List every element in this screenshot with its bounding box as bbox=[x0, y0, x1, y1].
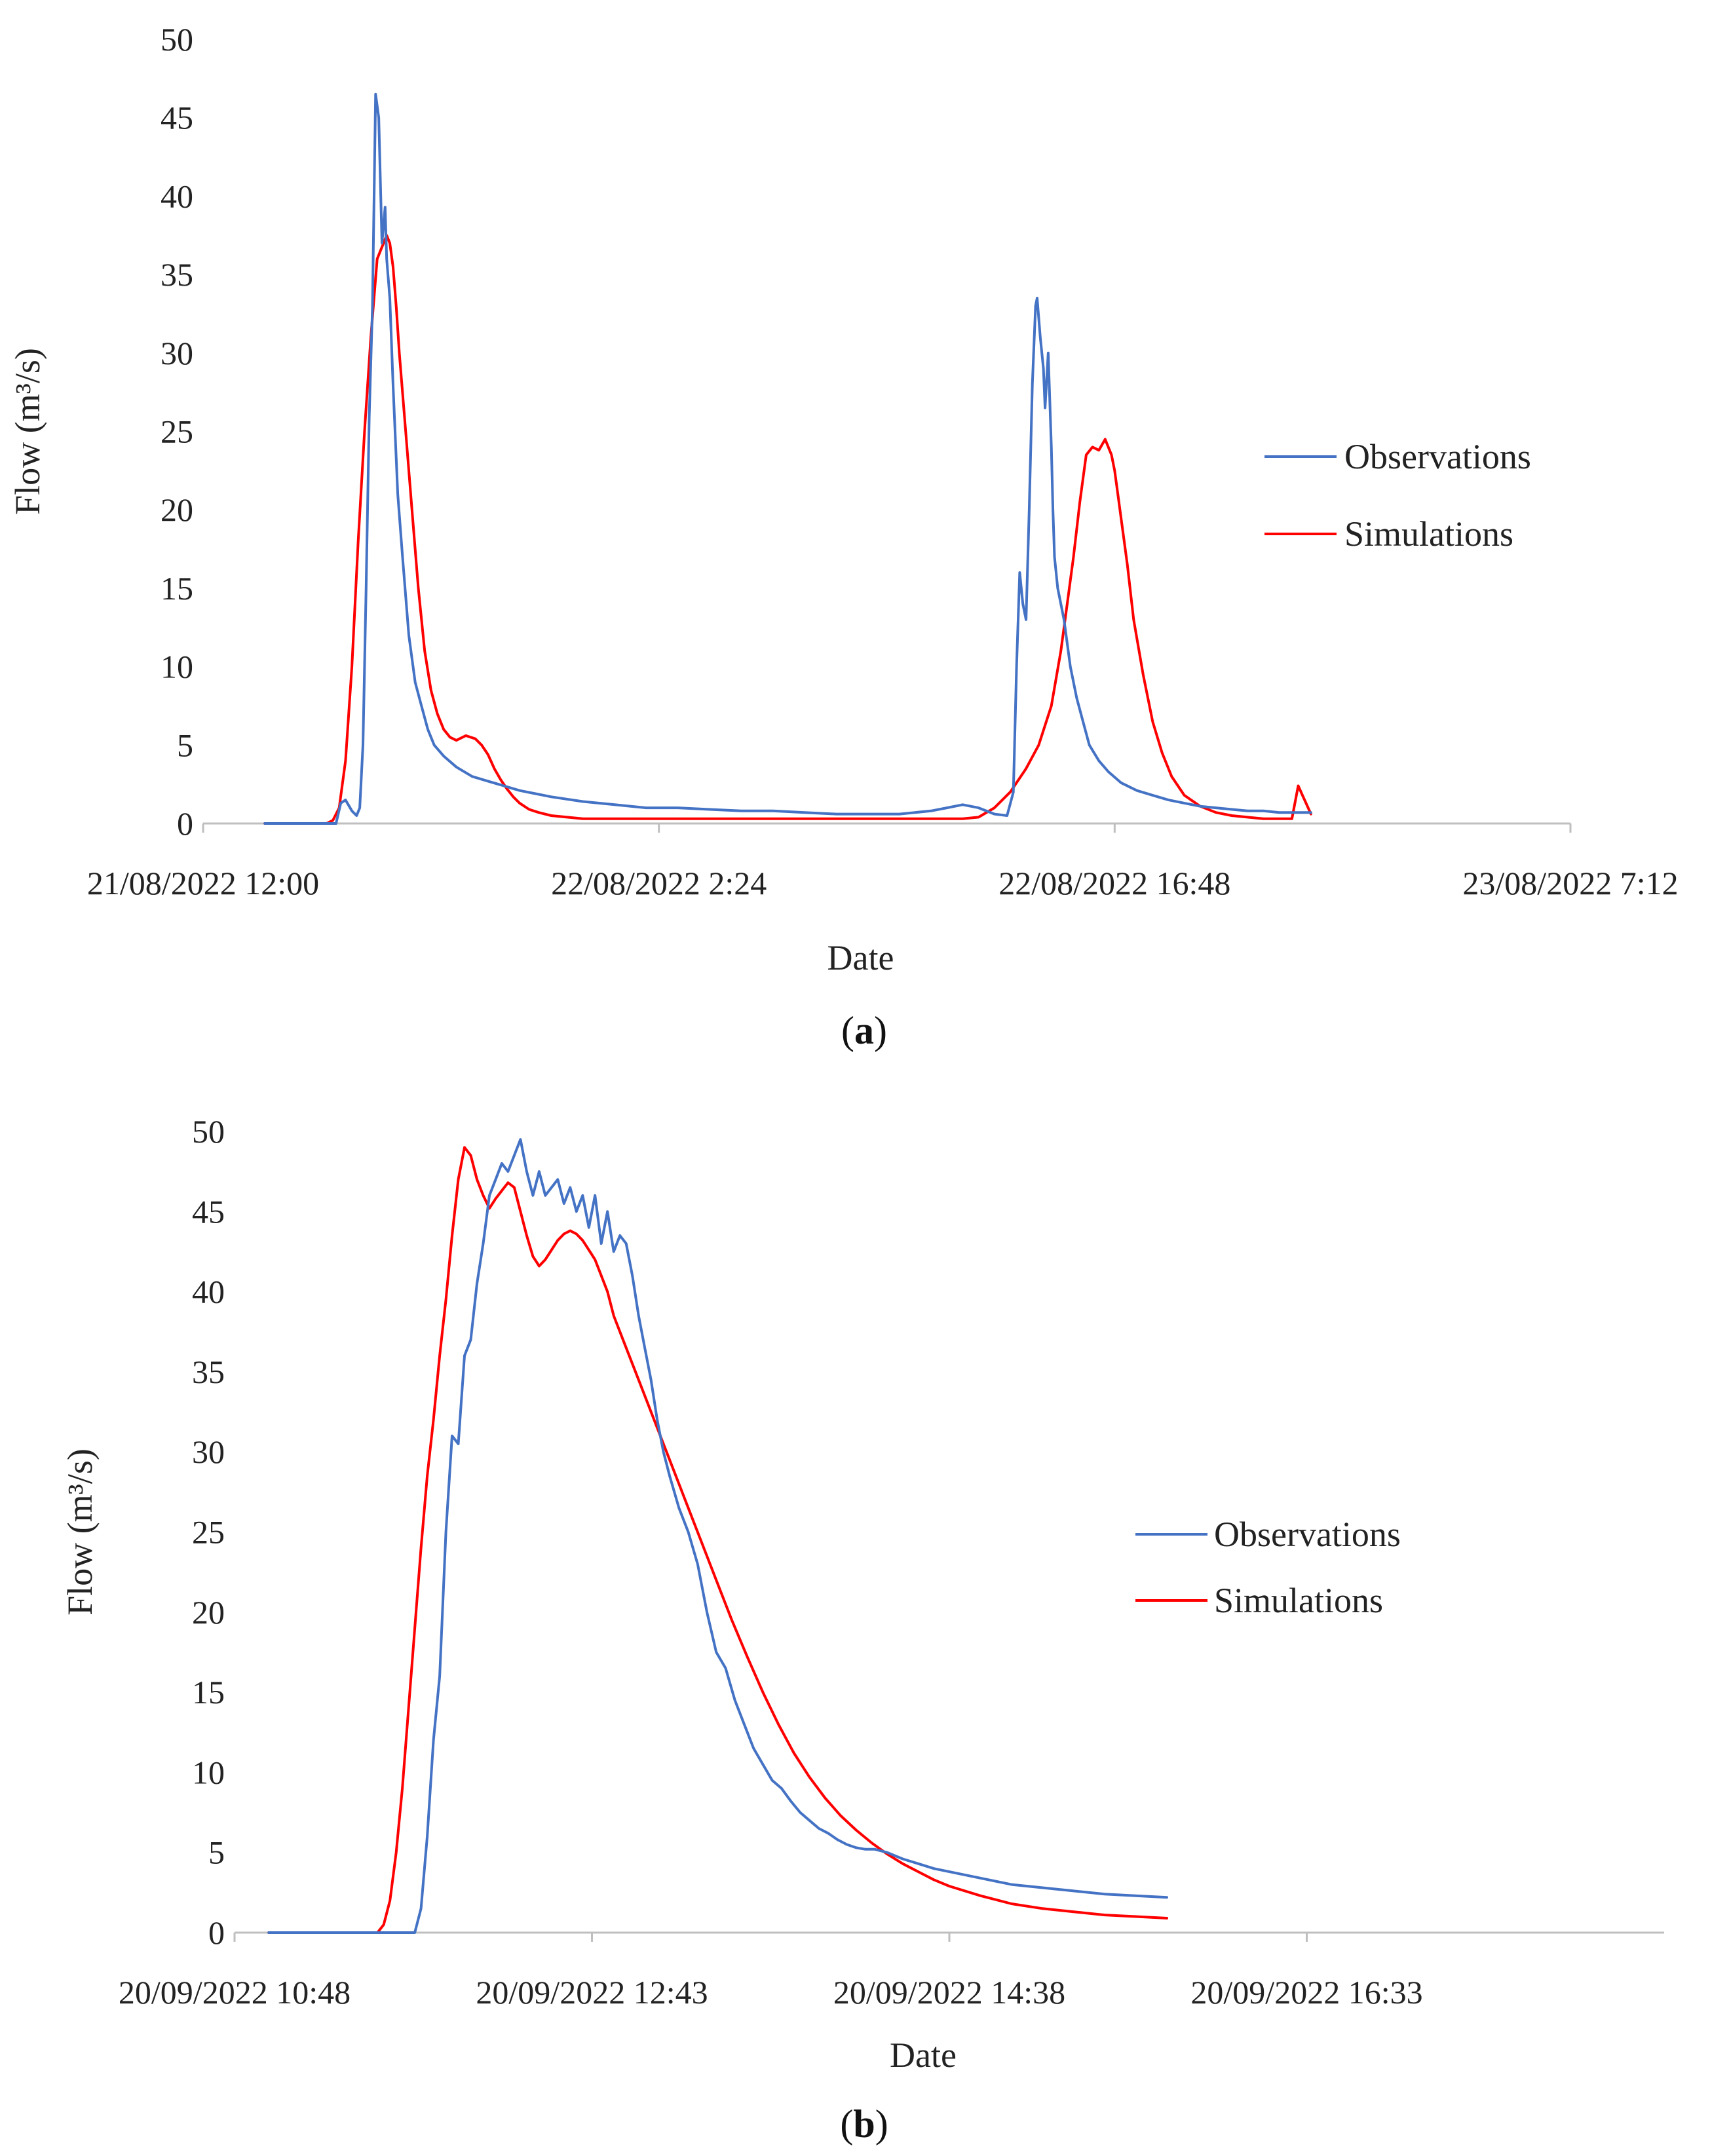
y-tick-label-a-2: 10 bbox=[161, 649, 193, 685]
panel-label-close-a: ) bbox=[874, 1009, 887, 1052]
y-tick-label-a-3: 15 bbox=[161, 570, 193, 607]
x-axis-title-b: Date bbox=[890, 2035, 957, 2075]
legend-label-observations-b: Observations bbox=[1214, 1515, 1401, 1554]
x-tick-label-b-1: 20/09/2022 12:43 bbox=[476, 1974, 708, 2011]
panel-label-letter-b: b bbox=[853, 2102, 875, 2146]
y-tick-label-b-2: 10 bbox=[192, 1754, 225, 1790]
y-tick-label-b-4: 20 bbox=[192, 1594, 225, 1631]
y-tick-label-a-10: 50 bbox=[161, 21, 193, 58]
x-tick-label-b-2: 20/09/2022 14:38 bbox=[833, 1974, 1065, 2011]
y-tick-label-b-5: 25 bbox=[192, 1514, 225, 1551]
legend-label-simulations-a: Simulations bbox=[1344, 514, 1513, 554]
y-tick-label-a-8: 40 bbox=[161, 178, 193, 214]
y-tick-label-b-8: 40 bbox=[192, 1274, 225, 1310]
y-tick-label-b-1: 5 bbox=[208, 1834, 225, 1871]
panel-label-a: (a) bbox=[841, 1009, 887, 1052]
chart-panel-a: 0 5 10 15 20 25 30 35 40 45 50 21/08/2022 12:00 22/… bbox=[8, 21, 1679, 1052]
y-tick-label-a-9: 45 bbox=[161, 100, 193, 136]
x-axis-ticks-b: 20/09/2022 10:48 20/09/2022 12:43 20/09/20… bbox=[119, 1933, 1423, 2011]
x-axis-title-a: Date bbox=[827, 938, 894, 977]
y-tick-label-a-0: 0 bbox=[177, 805, 193, 842]
y-tick-label-b-10: 50 bbox=[192, 1113, 225, 1150]
legend-label-simulations-b: Simulations bbox=[1214, 1581, 1383, 1620]
y-axis-ticks-b: 0 5 10 15 20 25 30 35 40 45 50 bbox=[192, 1113, 225, 1951]
series-line-simulations-a bbox=[263, 234, 1312, 825]
x-tick-label-b-0: 20/09/2022 10:48 bbox=[119, 1974, 351, 2011]
legend-a: Observations Simulations bbox=[1264, 437, 1531, 554]
y-tick-label-b-9: 45 bbox=[192, 1193, 225, 1230]
series-line-observations-a bbox=[263, 92, 1312, 825]
panel-label-b: (b) bbox=[840, 2102, 888, 2146]
y-axis-title-a: Flow (m³/s) bbox=[8, 348, 47, 515]
series-group-b bbox=[267, 1138, 1168, 1934]
panel-label-open-b: ( bbox=[840, 2102, 853, 2146]
y-axis-title-b: Flow (m³/s) bbox=[60, 1448, 100, 1616]
panel-label-letter-a: a bbox=[854, 1009, 874, 1052]
y-tick-label-a-4: 20 bbox=[161, 491, 193, 528]
x-tick-label-a-2: 22/08/2022 16:48 bbox=[998, 865, 1230, 901]
y-tick-label-b-0: 0 bbox=[208, 1914, 225, 1951]
series-line-observations-b bbox=[267, 1138, 1168, 1934]
y-tick-label-a-1: 5 bbox=[177, 727, 193, 763]
y-tick-label-a-6: 30 bbox=[161, 335, 193, 371]
y-tick-label-b-7: 35 bbox=[192, 1353, 225, 1390]
x-tick-label-a-1: 22/08/2022 2:24 bbox=[551, 865, 767, 901]
y-tick-label-a-7: 35 bbox=[161, 256, 193, 293]
panel-label-close-b: ) bbox=[875, 2102, 888, 2146]
x-tick-label-b-3: 20/09/2022 16:33 bbox=[1190, 1974, 1422, 2011]
legend-b: Observations Simulations bbox=[1135, 1515, 1401, 1620]
legend-label-observations-a: Observations bbox=[1344, 437, 1531, 476]
x-tick-label-a-3: 23/08/2022 7:12 bbox=[1462, 865, 1678, 901]
series-group-a bbox=[263, 92, 1312, 825]
y-axis-ticks-a: 0 5 10 15 20 25 30 35 40 45 50 bbox=[161, 21, 193, 842]
y-tick-label-b-3: 15 bbox=[192, 1674, 225, 1711]
x-tick-label-a-0: 21/08/2022 12:00 bbox=[87, 865, 319, 901]
y-tick-label-b-6: 30 bbox=[192, 1433, 225, 1470]
panel-label-open-a: ( bbox=[841, 1009, 854, 1052]
x-axis-ticks-a: 21/08/2022 12:00 22/08/2022 2:24 22/08/202… bbox=[87, 823, 1679, 901]
y-tick-label-a-5: 25 bbox=[161, 413, 193, 450]
